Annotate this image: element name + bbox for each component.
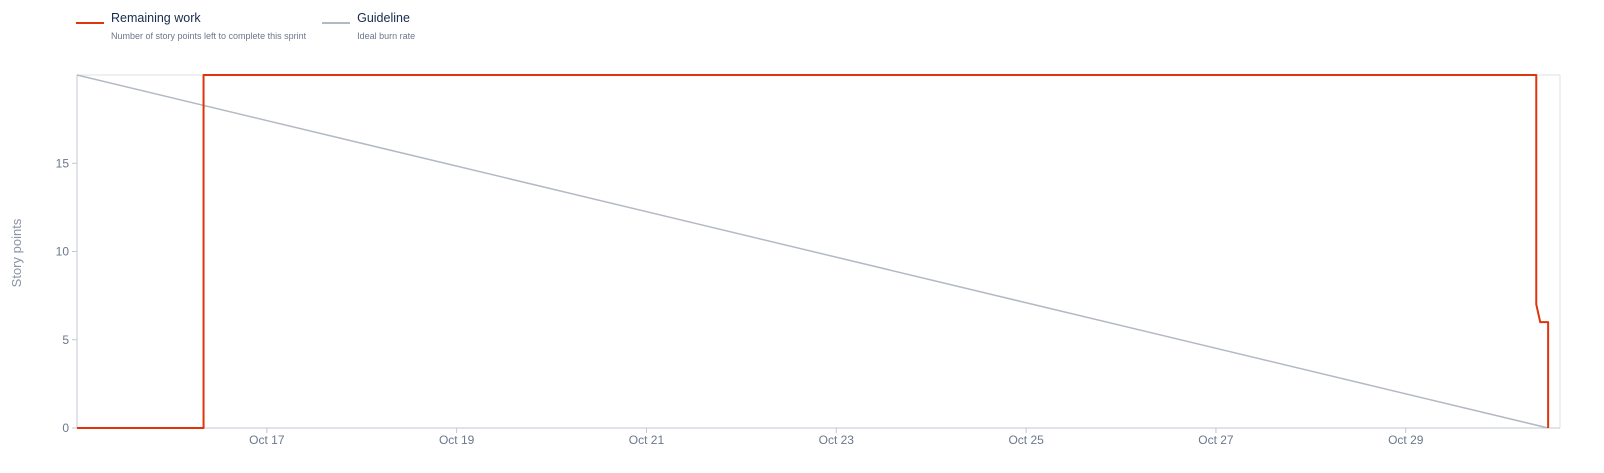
chart-legend: Remaining work Number of story points le… bbox=[76, 8, 415, 43]
legend-description: Ideal burn rate bbox=[357, 31, 416, 41]
series-line-guideline bbox=[76, 74, 1549, 429]
x-tick-label: Oct 17 bbox=[249, 433, 285, 447]
legend-swatch-guideline bbox=[322, 22, 351, 24]
legend-label: Guideline bbox=[357, 11, 410, 25]
x-tick-label: Oct 19 bbox=[439, 433, 475, 447]
x-tick-label: Oct 27 bbox=[1198, 433, 1234, 447]
legend-description: Number of story points left to complete … bbox=[111, 31, 307, 41]
y-tick-label: 15 bbox=[56, 156, 70, 170]
legend-item-remaining-work[interactable]: Remaining work Number of story points le… bbox=[76, 8, 306, 43]
x-tick-label: Oct 29 bbox=[1388, 433, 1424, 447]
series-line-remaining-work bbox=[77, 74, 1550, 429]
y-axis-title: Story points bbox=[9, 218, 24, 287]
y-tick-label: 0 bbox=[62, 421, 69, 435]
x-tick-label: Oct 25 bbox=[1008, 433, 1044, 447]
legend-swatch-remaining-work bbox=[76, 22, 104, 24]
x-tick-label: Oct 23 bbox=[819, 433, 855, 447]
legend-item-guideline[interactable]: Guideline Ideal burn rate bbox=[322, 8, 415, 43]
y-tick-label: 10 bbox=[56, 245, 70, 259]
legend-label: Remaining work bbox=[111, 11, 201, 25]
y-tick-label: 5 bbox=[62, 333, 69, 347]
x-tick-label: Oct 21 bbox=[629, 433, 665, 447]
